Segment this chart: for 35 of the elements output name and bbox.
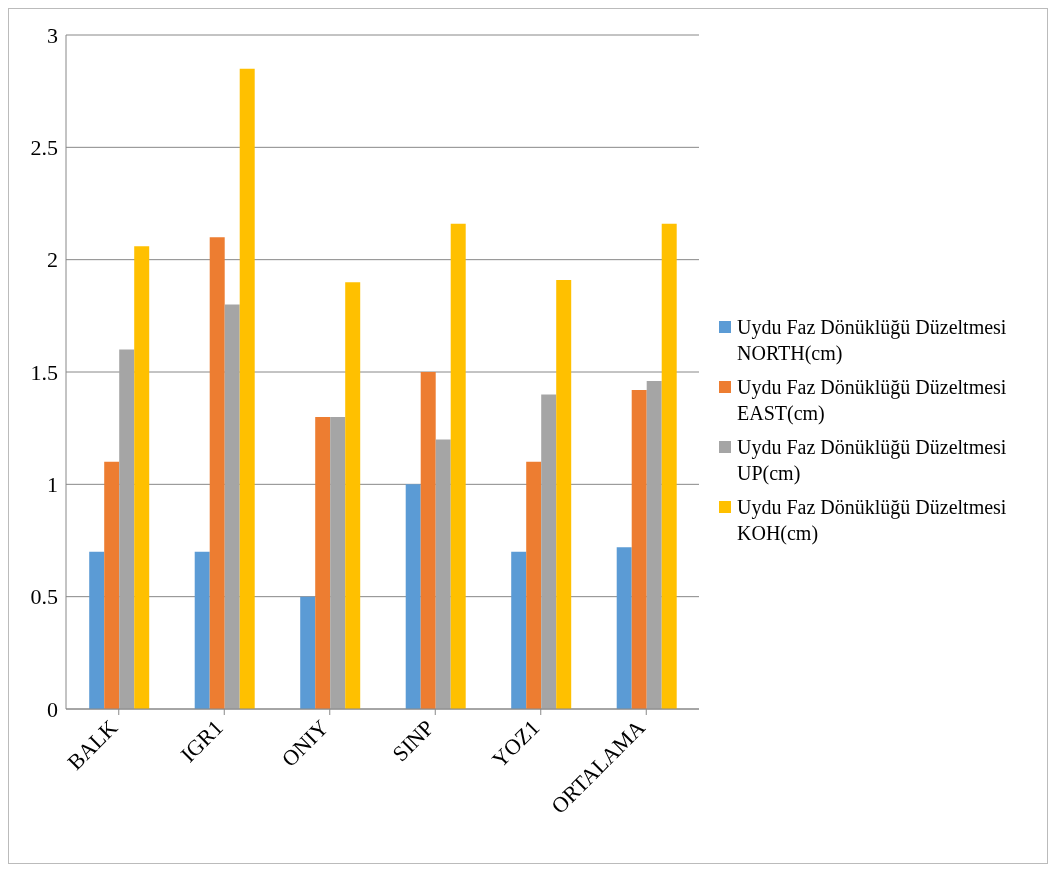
bar: [315, 416, 331, 709]
bar: [661, 223, 677, 709]
bar: [511, 551, 527, 709]
legend-label: Uydu Faz Dönüklüğü Düzeltmesi KOH(cm): [737, 495, 1008, 546]
bar: [616, 547, 632, 709]
y-tick-label: 1: [47, 472, 58, 498]
bar: [405, 484, 421, 709]
y-tick-label: 0.5: [30, 584, 58, 610]
bar: [646, 380, 662, 709]
bar: [209, 237, 225, 709]
legend-label: Uydu Faz Dönüklüğü Düzeltmesi EAST(cm): [737, 375, 1008, 426]
y-tick-label: 2.5: [30, 135, 58, 161]
bar: [119, 349, 135, 709]
bar: [526, 461, 542, 709]
bar: [134, 246, 150, 709]
bar: [420, 372, 436, 709]
bar: [345, 282, 361, 709]
legend-label: Uydu Faz Dönüklüğü Düzeltmesi UP(cm): [737, 435, 1008, 486]
bar: [194, 551, 210, 709]
bar: [300, 596, 316, 709]
y-tick-label: 3: [47, 22, 58, 48]
bar: [450, 223, 466, 709]
y-tick-label: 2: [47, 247, 58, 273]
bar: [631, 389, 647, 709]
bar: [104, 461, 120, 709]
bar: [435, 439, 451, 709]
bar: [89, 551, 105, 709]
y-tick-label: 0: [47, 696, 58, 722]
bar: [224, 304, 240, 709]
bar: [541, 394, 557, 709]
y-tick-label: 1.5: [30, 359, 58, 385]
bar: [239, 68, 255, 709]
bar: [330, 416, 346, 709]
bar: [556, 279, 572, 709]
legend-label: Uydu Faz Dönüklüğü Düzeltmesi NORTH(cm): [737, 315, 1008, 366]
